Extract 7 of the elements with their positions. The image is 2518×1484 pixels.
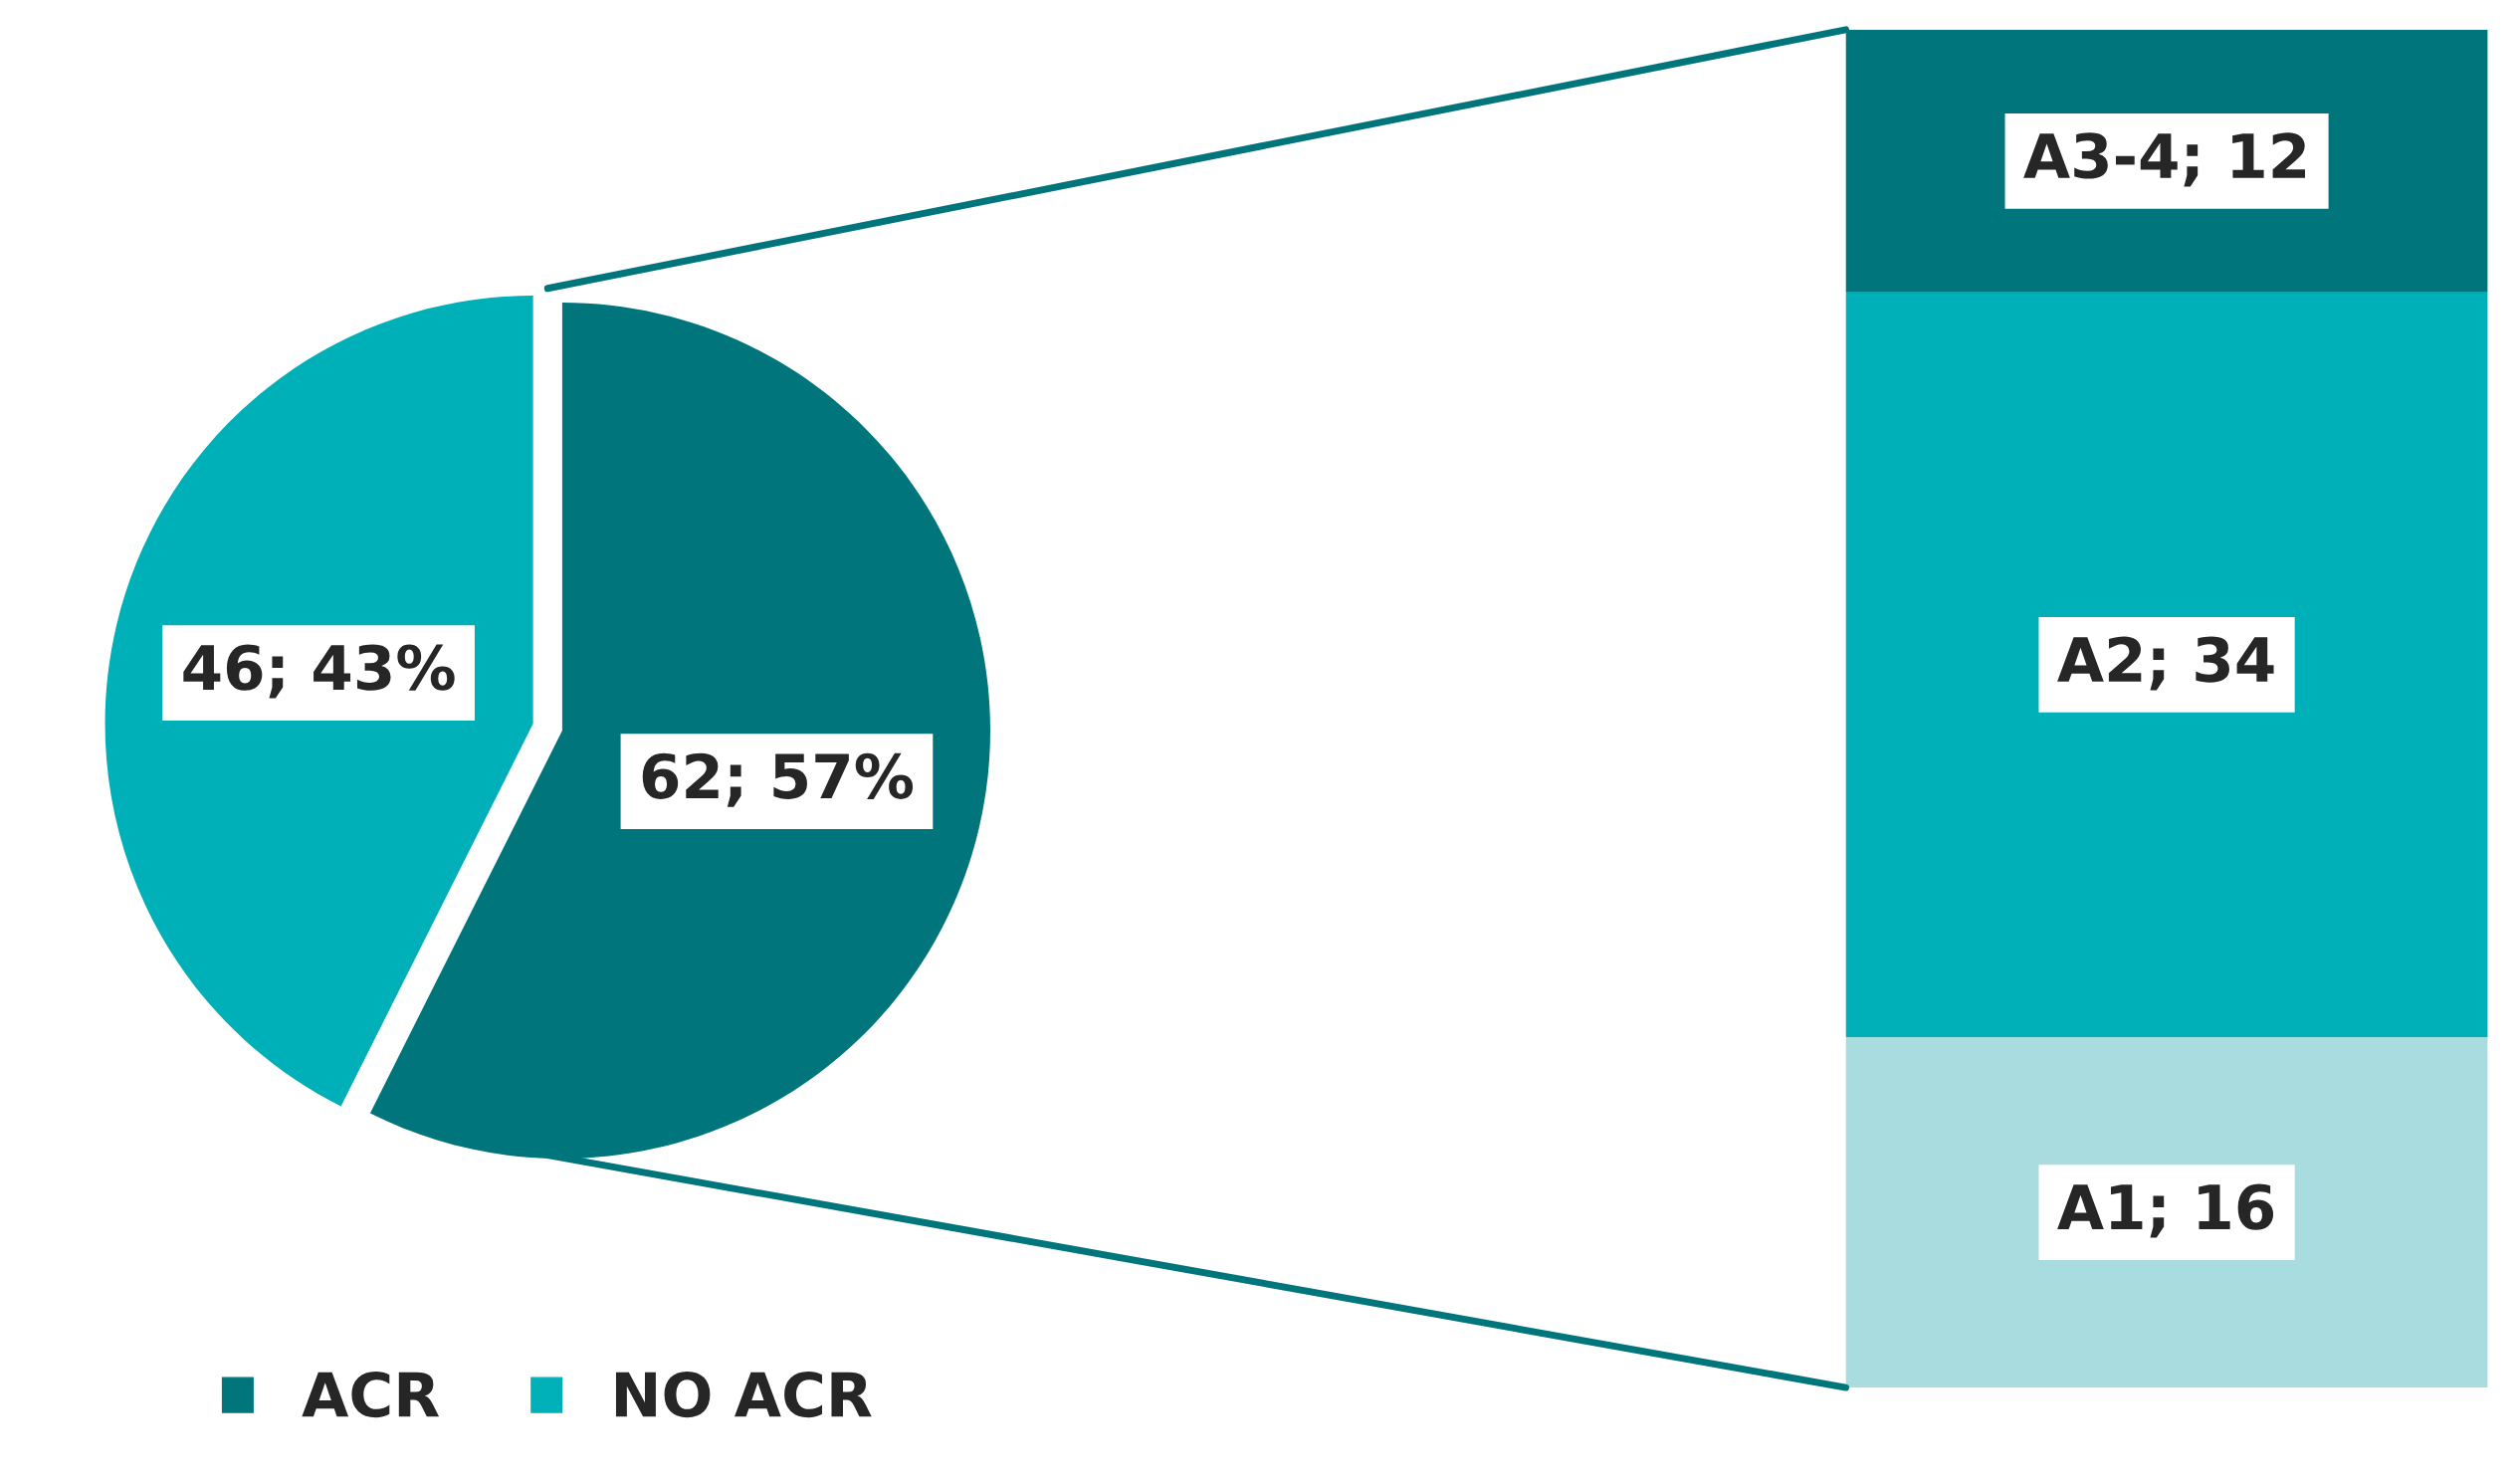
data-label: 46; 43% bbox=[183, 644, 455, 699]
data-label: A2; 34 bbox=[2057, 636, 2274, 691]
legend-label: ACR bbox=[302, 1371, 440, 1418]
data-label: 62; 57% bbox=[642, 752, 914, 807]
legend-label: NO ACR bbox=[615, 1371, 872, 1418]
data-label: A1; 16 bbox=[2057, 1183, 2274, 1238]
data-label: A3-4; 12 bbox=[2023, 132, 2305, 187]
